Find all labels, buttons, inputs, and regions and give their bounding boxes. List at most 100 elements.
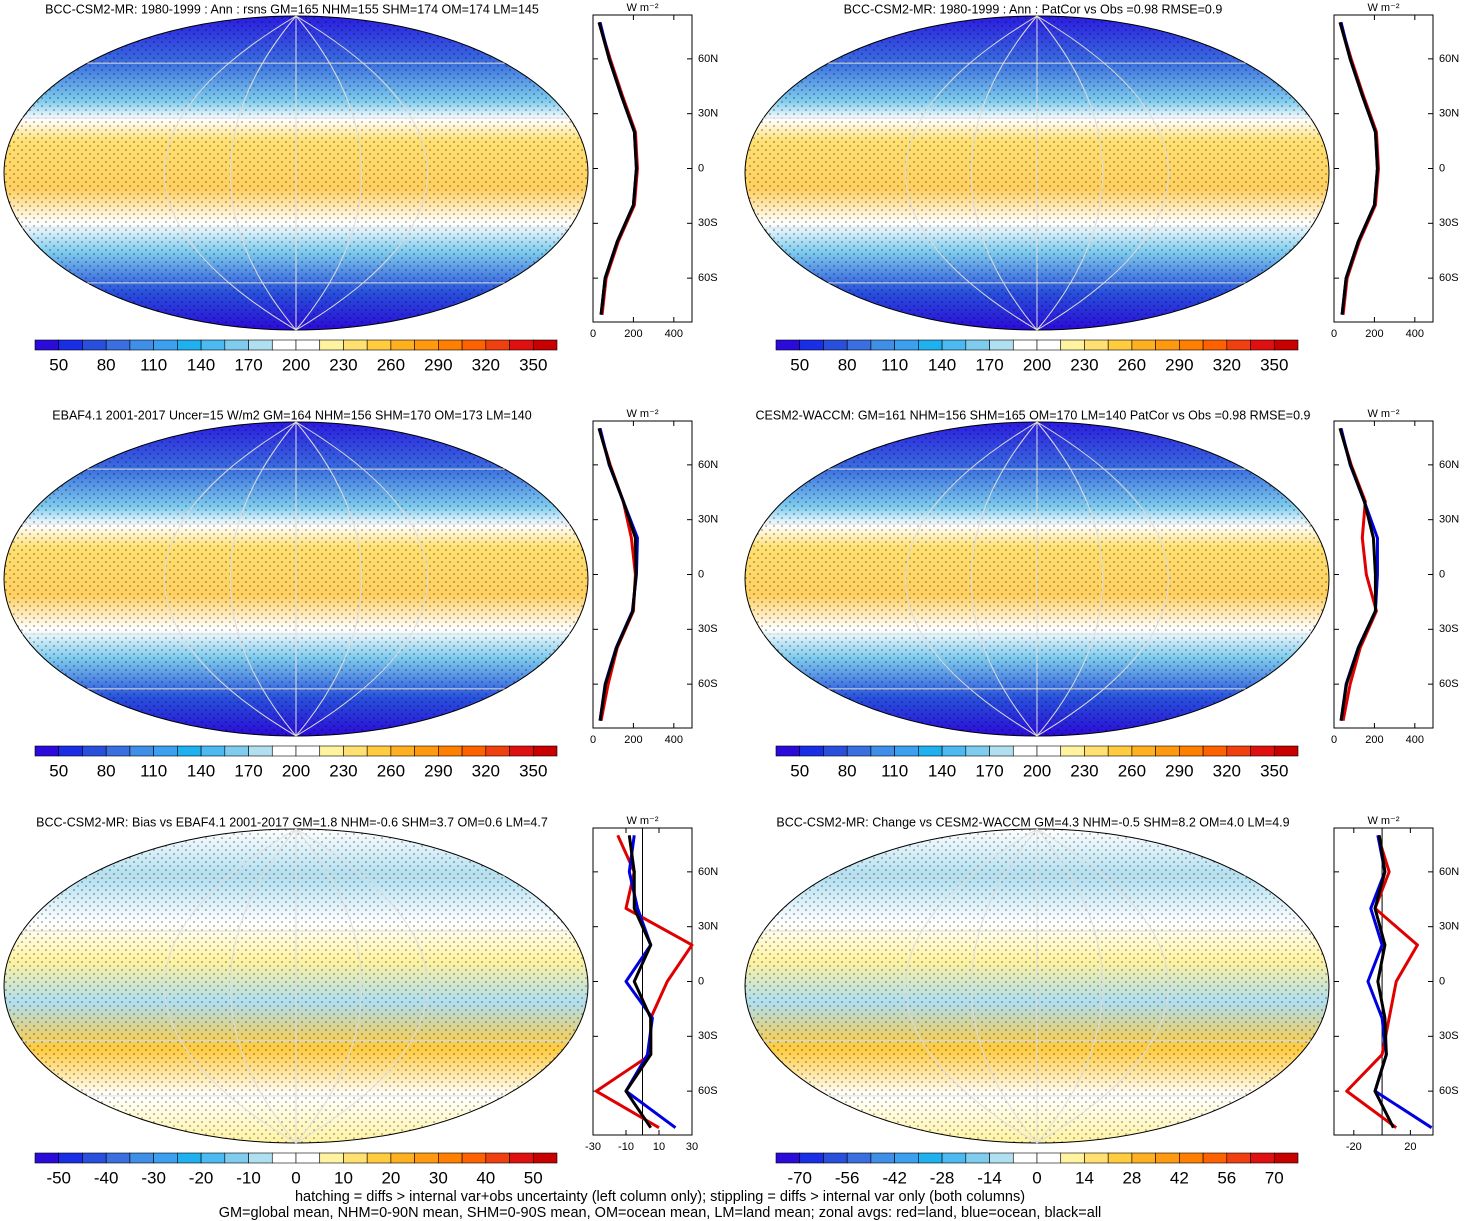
y-tick-label: 60N	[698, 53, 718, 65]
colorbar-box	[846, 1152, 872, 1164]
colorbar-box	[799, 1152, 824, 1164]
colorbar-box	[1202, 1152, 1228, 1164]
x-tick-label: 200	[1365, 734, 1383, 746]
colorbar-box	[509, 745, 534, 757]
colorbar-box	[485, 745, 510, 757]
zonal-line	[1339, 427, 1379, 721]
graticule	[1036, 421, 1169, 737]
y-tick-label: 30S	[1439, 217, 1459, 229]
colorbar-box	[1273, 339, 1299, 351]
zonal-line	[594, 834, 694, 1129]
zonal-line	[597, 21, 639, 315]
panel-title: BCC-CSM2-MR: Bias vs EBAF4.1 2001-2017 G…	[36, 815, 548, 829]
colorbar-box	[870, 339, 895, 351]
panel: CESM2-WACCM: GM=161 NHM=156 SHM=165 OM=1…	[744, 408, 1459, 780]
graticule	[1036, 15, 1104, 331]
colorbar-box	[1131, 339, 1156, 351]
zonal-line	[624, 835, 653, 1129]
colorbar-box	[82, 745, 107, 757]
colorbar-box	[1060, 1152, 1085, 1164]
graticule	[164, 15, 297, 331]
colorbar-label: -14	[977, 1168, 1002, 1187]
colorbar-box	[224, 745, 249, 757]
graticule	[905, 421, 1038, 737]
colorbar-label: 320	[1213, 355, 1241, 374]
colorbar-box	[319, 339, 344, 351]
colorbar-label: 200	[1023, 761, 1051, 780]
panel: BCC-CSM2-MR: 1980-1999 : Ann : rsns GM=1…	[3, 2, 718, 374]
colorbar-box	[366, 745, 392, 757]
graticule	[970, 828, 1038, 1144]
y-tick-label: 60N	[698, 866, 718, 878]
colorbar-box	[485, 339, 510, 351]
colorbar-label: 290	[424, 761, 452, 780]
colorbar-label: -28	[930, 1168, 955, 1187]
colorbar-label: 140	[928, 355, 956, 374]
colorbar-box	[509, 339, 534, 351]
colorbar-box	[343, 1152, 368, 1164]
colorbar-label: 200	[1023, 355, 1051, 374]
colorbar-box	[823, 745, 848, 757]
colorbar-box	[941, 745, 967, 757]
colorbar-box	[1107, 745, 1133, 757]
colorbar-box	[918, 745, 943, 757]
profile-unit: W m⁻²	[626, 2, 658, 14]
colorbar-label: 50	[524, 1168, 543, 1187]
colorbar-label: 50	[790, 761, 809, 780]
x-tick-label: 200	[624, 328, 642, 340]
colorbar-box	[1084, 1152, 1109, 1164]
colorbar-box	[989, 339, 1014, 351]
y-tick-label: 60S	[698, 272, 718, 284]
colorbar-box	[366, 1152, 392, 1164]
y-tick-label: 0	[1439, 975, 1445, 987]
colorbar-box	[34, 339, 60, 351]
y-tick-label: 60N	[1439, 866, 1459, 878]
colorbar-box	[1250, 1152, 1275, 1164]
y-tick-label: 30N	[1439, 108, 1459, 120]
colorbar-box	[224, 1152, 249, 1164]
colorbar-box	[461, 745, 487, 757]
colorbar-box	[390, 745, 415, 757]
profile-unit: W m⁻²	[626, 815, 658, 827]
zonal-line	[598, 427, 639, 721]
colorbar-box	[1012, 745, 1038, 757]
colorbar-box	[894, 1152, 919, 1164]
graticule	[1036, 828, 1169, 1144]
colorbar-label: 170	[234, 355, 262, 374]
colorbar-box	[1131, 1152, 1156, 1164]
colorbar-label: 28	[1122, 1168, 1141, 1187]
colorbar-box	[82, 339, 107, 351]
panel-title: CESM2-WACCM: GM=161 NHM=156 SHM=165 OM=1…	[756, 408, 1311, 422]
zonal-line	[597, 427, 637, 721]
colorbar-box	[532, 745, 558, 757]
colorbar-box	[390, 339, 415, 351]
colorbar-label: -70	[787, 1168, 812, 1187]
y-tick-label: 60N	[1439, 459, 1459, 471]
colorbar-label: 320	[1213, 761, 1241, 780]
colorbar-box	[34, 745, 60, 757]
colorbar-box	[775, 745, 801, 757]
y-tick-label: 30S	[698, 1030, 718, 1042]
colorbar-box	[58, 745, 83, 757]
colorbar-box	[129, 339, 154, 351]
y-tick-label: 0	[698, 568, 704, 580]
colorbar-label: -42	[882, 1168, 907, 1187]
colorbar-box	[319, 1152, 344, 1164]
panel: BCC-CSM2-MR: 1980-1999 : Ann : PatCor vs…	[744, 2, 1459, 374]
colorbar-label: 290	[1165, 355, 1193, 374]
colorbar-box	[894, 745, 919, 757]
profile-unit: W m⁻²	[1367, 408, 1399, 420]
colorbar-label: 110	[881, 355, 908, 374]
graticule	[295, 421, 363, 737]
colorbar-box	[965, 745, 990, 757]
x-tick-label: 20	[1404, 1141, 1416, 1153]
graticule	[295, 828, 363, 1144]
colorbar-label: 80	[838, 355, 857, 374]
colorbar-box	[1250, 339, 1275, 351]
colorbar-box	[1155, 339, 1180, 351]
panel-title: BCC-CSM2-MR: 1980-1999 : Ann : rsns GM=1…	[45, 2, 539, 16]
colorbar-label: 230	[1070, 761, 1098, 780]
colorbar-box	[941, 339, 967, 351]
colorbar-label: 170	[975, 761, 1003, 780]
colorbar-box	[1273, 745, 1299, 757]
